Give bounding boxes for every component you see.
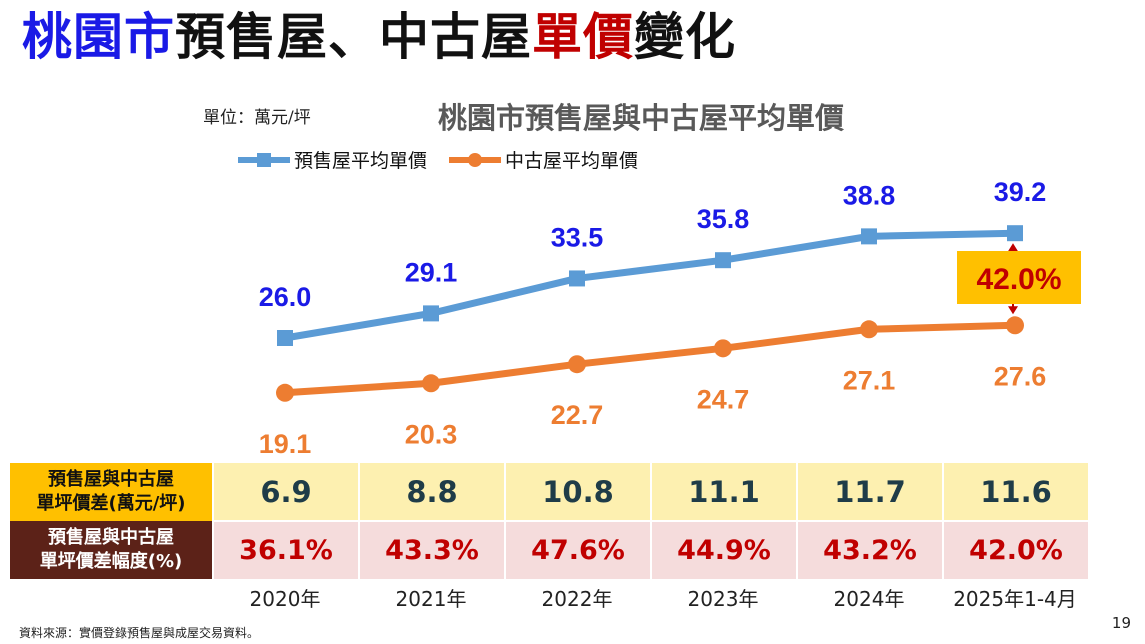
- x-tick-label: 2023年: [687, 587, 759, 611]
- row-header-gap: 預售屋與中古屋 單坪價差(萬元/坪): [10, 463, 213, 521]
- data-label: 39.2: [994, 177, 1047, 207]
- table-cell: 10.8: [504, 463, 651, 521]
- legend-item-resale: 中古屋平均單價: [449, 146, 638, 173]
- row-header-line: 預售屋與中古屋: [48, 527, 174, 548]
- data-point: [1007, 225, 1023, 242]
- series-line: [284, 321, 1016, 397]
- chart-title: 桃園市預售屋與中古屋平均單價: [438, 101, 845, 135]
- data-point: [715, 252, 731, 269]
- table-cell: 11.7: [796, 463, 943, 521]
- table-cell: 44.9%: [650, 520, 797, 579]
- line-chart: 26.0 29.1 33.5 35.8 38.8 39.2 19.1 20.3 22.7 24.7…: [259, 177, 1081, 459]
- table-cell: 42.0%: [942, 520, 1088, 579]
- row-header-gap-percent: 預售屋與中古屋 單坪價差幅度(%): [10, 521, 213, 579]
- data-label: 20.3: [405, 419, 458, 449]
- data-point: [422, 374, 440, 393]
- data-label: 26.0: [259, 282, 312, 312]
- chart-legend: 預售屋平均單價 中古屋平均單價: [238, 146, 660, 173]
- data-label: 35.8: [697, 204, 750, 234]
- legend-marker-square-icon: [238, 152, 290, 167]
- title-change: 變化: [634, 8, 736, 66]
- data-label: 38.8: [843, 180, 896, 210]
- arrow-down-icon: [1008, 306, 1018, 315]
- price-gap-table: 預售屋與中古屋 單坪價差(萬元/坪) 6.9 8.8 10.8 11.1 11.…: [10, 463, 1088, 579]
- data-point: [860, 320, 878, 339]
- data-label: 33.5: [551, 222, 604, 252]
- gap-annotation-box: [957, 251, 1081, 304]
- data-label: 29.1: [405, 257, 458, 287]
- table-cell: 36.1%: [212, 520, 359, 579]
- data-label: 19.1: [259, 429, 312, 459]
- table-row-gap-percent: 預售屋與中古屋 單坪價差幅度(%) 36.1% 43.3% 47.6% 44.9…: [10, 520, 1088, 579]
- x-tick-label: 2025年1-4月: [953, 587, 1077, 611]
- data-point: [1006, 316, 1024, 335]
- x-axis-tick-labels: 2020年 2021年 2022年 2023年 2024年 2025年1-4月: [212, 583, 1088, 612]
- legend-label-presale: 預售屋平均單價: [294, 150, 428, 172]
- unit-label: 單位：萬元/坪: [203, 108, 311, 128]
- title-types: 預售屋、中古屋: [175, 8, 532, 66]
- title-highlight: 單價: [532, 8, 634, 66]
- legend-marker-circle-icon: [449, 152, 502, 167]
- table-cell: 11.1: [650, 463, 797, 521]
- data-point: [423, 305, 439, 322]
- legend-label-resale: 中古屋平均單價: [505, 150, 639, 172]
- title-city: 桃園市: [22, 8, 175, 66]
- data-label: 27.1: [843, 365, 896, 395]
- page-title: 桃園市預售屋、中古屋單價變化: [22, 12, 736, 62]
- x-tick-label: 2022年: [541, 587, 613, 611]
- data-label: 27.6: [994, 361, 1047, 391]
- x-tick-label: 2024年: [833, 587, 905, 611]
- table-cell: 43.3%: [358, 520, 505, 579]
- table-cell: 6.9: [212, 463, 359, 521]
- data-label: 24.7: [697, 384, 750, 414]
- table-cell: 11.6: [942, 463, 1088, 521]
- series-line: [284, 229, 1016, 342]
- row-header-line: 單坪價差幅度(%): [39, 551, 183, 572]
- data-point: [714, 339, 732, 358]
- data-point: [276, 383, 294, 402]
- x-tick-label: 2020年: [249, 587, 321, 611]
- table-cell: 43.2%: [796, 520, 943, 579]
- table-cell: 47.6%: [504, 520, 651, 579]
- source-note: 資料來源：實價登錄預售屋與成屋交易資料。: [19, 626, 260, 640]
- data-point: [277, 330, 293, 346]
- table-row-gap: 預售屋與中古屋 單坪價差(萬元/坪) 6.9 8.8 10.8 11.1 11.…: [10, 463, 1088, 521]
- table-cell: 8.8: [358, 463, 505, 521]
- legend-item-presale: 預售屋平均單價: [238, 146, 427, 173]
- data-point: [861, 228, 877, 245]
- data-point: [568, 355, 586, 374]
- gap-annotation-label: 42.0%: [976, 263, 1061, 296]
- row-header-line: 單坪價差(萬元/坪): [36, 493, 186, 514]
- arrow-up-icon: [1008, 243, 1018, 252]
- x-tick-label: 2021年: [395, 587, 467, 611]
- data-label: 22.7: [551, 400, 604, 430]
- data-point: [569, 270, 585, 287]
- page-number: 19: [1111, 614, 1131, 632]
- row-header-line: 預售屋與中古屋: [48, 469, 174, 490]
